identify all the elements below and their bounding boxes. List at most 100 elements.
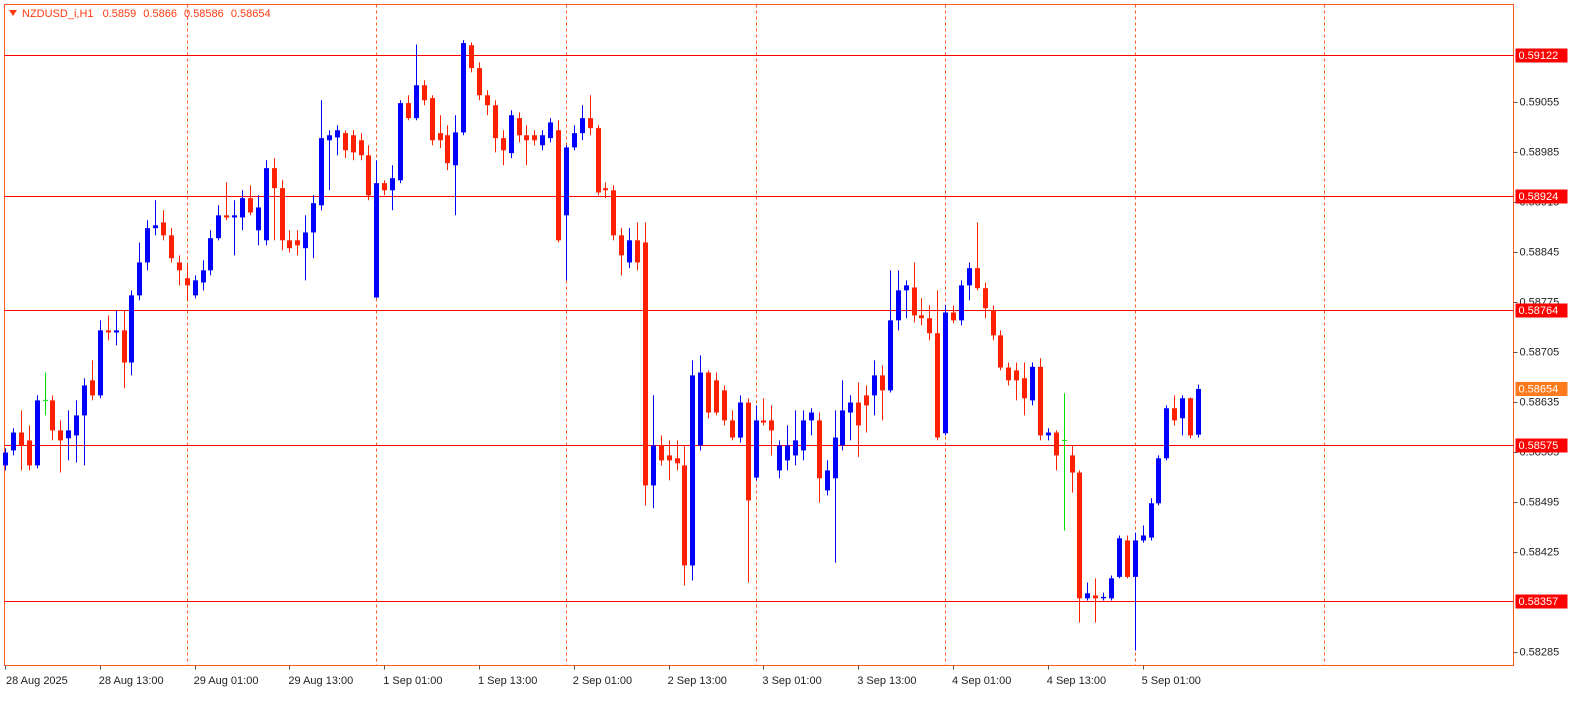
candle-layer [3, 40, 1201, 651]
candle-body [256, 207, 261, 231]
candle-body [66, 430, 71, 439]
candle-body [469, 45, 474, 69]
candle-body [1109, 578, 1114, 599]
candle-body [1188, 398, 1193, 436]
candle-body [27, 440, 32, 466]
candle-body [129, 295, 134, 363]
candle-body [682, 465, 687, 566]
candle-body [517, 118, 522, 136]
candle-body [153, 225, 158, 229]
axis-layer: 0.582850.584250.584950.585650.586350.587… [5, 48, 1568, 687]
candle-body [201, 270, 206, 283]
candle-body [540, 135, 545, 146]
candle-body [864, 395, 869, 406]
x-tick-label: 2 Sep 13:00 [668, 675, 727, 687]
candle-body [801, 420, 806, 451]
candle-body [777, 445, 782, 471]
candle-body [943, 312, 948, 434]
candle-body [611, 190, 616, 236]
y-tick-label: 0.58985 [1520, 146, 1560, 158]
candle-body [524, 135, 529, 141]
candle-body [295, 240, 300, 246]
x-tick-label: 29 Aug 01:00 [194, 675, 259, 687]
candle-body [430, 98, 435, 141]
candle-body [856, 402, 861, 426]
candle-body [264, 168, 269, 241]
candle-body [1038, 366, 1043, 436]
level-label-box [1515, 303, 1568, 318]
candle-body [1046, 432, 1051, 436]
header-open: 0.5859 [103, 8, 137, 20]
candle-body [730, 420, 735, 438]
candle-body [106, 330, 111, 333]
level-label-box [1515, 189, 1568, 204]
x-tick-label: 3 Sep 13:00 [857, 675, 916, 687]
candle-body [98, 330, 103, 396]
candle-body [983, 288, 988, 309]
candle-body [406, 103, 411, 119]
candle-body [793, 440, 798, 456]
candle-body [477, 68, 482, 96]
candle-body [769, 420, 774, 431]
chart-header: NZDUSD_i,H1 0.5859 0.5866 0.58586 0.5865… [22, 8, 271, 20]
candle-body [90, 380, 95, 396]
candle-body [888, 320, 893, 391]
level-label: 0.59122 [1519, 50, 1559, 62]
candle-body [714, 380, 719, 413]
candle-body [193, 280, 198, 296]
candle-body [1022, 378, 1027, 399]
candle-body [596, 128, 601, 193]
candle-body [224, 215, 229, 218]
header-high: 0.5866 [143, 8, 177, 20]
candle-body [74, 415, 79, 436]
candle-body [366, 155, 371, 196]
candle-body [667, 455, 672, 461]
candle-body [50, 400, 55, 431]
current-price-label: 0.58654 [1519, 383, 1559, 395]
candle-body [951, 312, 956, 321]
level-label-box [1515, 438, 1568, 453]
candle-body [374, 183, 379, 298]
candle-body [422, 85, 427, 101]
y-tick-label: 0.58845 [1520, 246, 1560, 258]
candle-body [817, 420, 822, 479]
candle-body [1070, 455, 1075, 473]
x-tick-label: 2 Sep 01:00 [573, 675, 632, 687]
x-tick-label: 3 Sep 01:00 [762, 675, 821, 687]
candle-body [675, 458, 680, 464]
candle-body [169, 235, 174, 259]
header-close: 0.58654 [231, 8, 271, 20]
candle-body [208, 238, 213, 271]
candle-body [11, 432, 16, 451]
candle-body [280, 188, 285, 241]
candle-body [1006, 367, 1011, 381]
x-tick-label: 29 Aug 13:00 [288, 675, 353, 687]
candle-body [1164, 408, 1169, 459]
candle-body [311, 203, 316, 233]
candle-body [351, 135, 356, 153]
candle-body [651, 445, 656, 486]
candle-body [1101, 596, 1106, 599]
candle-body [287, 240, 292, 249]
x-tick-label: 5 Sep 01:00 [1142, 675, 1201, 687]
candle-body [1030, 366, 1035, 401]
candle-body [659, 445, 664, 461]
candle-body [248, 198, 253, 213]
candle-body [746, 402, 751, 501]
candle-body [382, 183, 387, 191]
candle-body [991, 310, 996, 336]
candle-body [1196, 388, 1201, 435]
level-layer [4, 55, 1514, 602]
candle-body [880, 375, 885, 391]
candle-body [1054, 432, 1059, 456]
candle-body [319, 138, 324, 206]
candle-body [35, 400, 40, 466]
candle-body [927, 318, 932, 334]
candle-body [335, 130, 340, 138]
y-tick-label: 0.58425 [1520, 547, 1560, 559]
candle-body [327, 135, 332, 141]
candle-body [114, 330, 119, 333]
candle-body [572, 133, 577, 148]
